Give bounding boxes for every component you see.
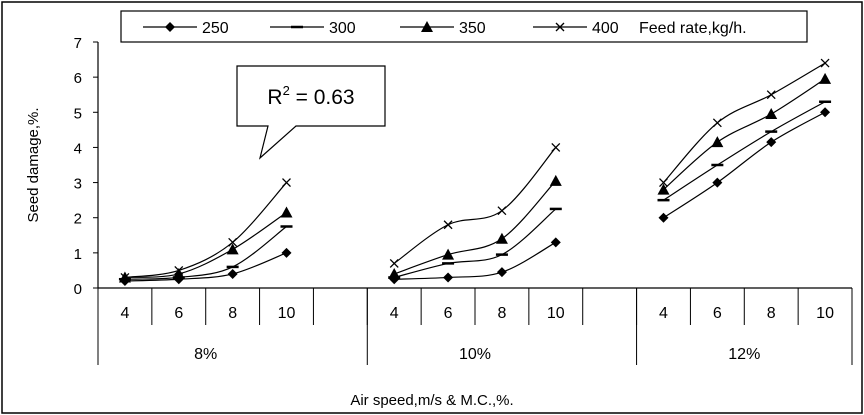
data-point	[443, 220, 453, 230]
x-category-label: 4	[390, 305, 399, 322]
y-tick-label: 7	[74, 35, 82, 52]
legend: 250 300 350 400 Feed rate,kg/h.	[120, 10, 808, 43]
y-tick-label: 6	[74, 70, 82, 87]
data-point	[819, 72, 832, 84]
legend-label: 250	[202, 20, 229, 37]
x-group-label: 8%	[194, 346, 217, 363]
series-line	[663, 78, 826, 191]
x-category-label: 6	[444, 305, 453, 322]
x-group-label: 10%	[459, 346, 491, 363]
r-squared-callout: R2 = 0.63	[236, 65, 386, 160]
x-group-label: 12%	[728, 346, 760, 363]
legend-item-350: 350	[400, 20, 486, 37]
data-point	[820, 107, 831, 118]
callout-bubble	[236, 65, 386, 160]
data-point	[497, 206, 507, 216]
series-400	[120, 58, 830, 282]
legend-item-400: 400	[533, 20, 619, 37]
y-tick-label: 0	[74, 281, 82, 298]
data-point	[280, 206, 293, 218]
data-point	[766, 137, 777, 148]
callout-text: R2 = 0.63	[267, 83, 354, 109]
x-axis-title: Air speed,m/s & M.C.,%.	[350, 392, 513, 409]
data-point	[657, 183, 670, 195]
series-line	[124, 252, 287, 282]
series-line	[394, 180, 557, 275]
y-tick-label: 2	[74, 211, 82, 228]
data-point	[282, 178, 291, 188]
series-line	[124, 211, 287, 279]
axes: 0 1 2 3 4 5 6 7 4 6 8 10 8% 4 6 8 10 10% 4 6 8 10 12% Air speed…	[25, 35, 853, 409]
legend-marker	[165, 22, 175, 32]
y-tick-label: 1	[74, 246, 82, 263]
x-category-label: 8	[228, 305, 237, 322]
x-category-label: 8	[497, 305, 506, 322]
legend-item-250: 250	[143, 20, 229, 37]
series-line	[663, 111, 826, 219]
x-category-label: 10	[816, 305, 834, 322]
legend-label: 350	[459, 20, 486, 37]
data-point	[765, 108, 778, 120]
x-category-label: 8	[767, 305, 776, 322]
x-category-label: 10	[278, 305, 296, 322]
legend-label: 300	[329, 20, 356, 37]
data-point	[550, 237, 561, 248]
series-line	[663, 101, 826, 201]
data-point	[389, 258, 399, 268]
data-point	[281, 247, 292, 258]
series-250	[119, 107, 831, 286]
legend-title: Feed rate,kg/h.	[639, 20, 747, 37]
data-point	[442, 248, 455, 260]
x-category-label: 4	[659, 305, 668, 322]
x-category-label: 6	[174, 305, 183, 322]
data-point	[226, 243, 239, 255]
legend-label: 400	[592, 20, 619, 37]
y-tick-label: 5	[74, 105, 82, 122]
series-line	[393, 147, 557, 264]
data-point	[388, 267, 401, 279]
series-line	[124, 182, 287, 279]
data-point	[495, 232, 508, 244]
data-point	[496, 267, 507, 278]
legend-box	[120, 10, 808, 43]
legend-marker	[421, 21, 433, 32]
data-point	[120, 272, 130, 282]
data-point	[174, 265, 184, 275]
data-point	[659, 178, 668, 188]
data-point	[172, 267, 185, 279]
data-point	[712, 118, 722, 128]
data-point	[443, 272, 454, 283]
legend-item-300: 300	[270, 20, 356, 37]
series-line	[663, 62, 826, 183]
data-point	[712, 177, 723, 188]
data-point	[551, 142, 561, 152]
series-line	[124, 226, 287, 280]
data-point	[228, 237, 238, 247]
data-point	[658, 212, 669, 223]
data-point	[549, 174, 562, 186]
y-tick-label: 3	[74, 176, 82, 193]
data-point	[820, 58, 830, 68]
y-axis-title: Seed damage,%.	[25, 107, 42, 222]
x-category-label: 4	[120, 305, 129, 322]
x-category-label: 6	[713, 305, 722, 322]
series-line	[394, 208, 557, 279]
legend-marker	[555, 22, 565, 32]
data-point	[711, 136, 724, 148]
x-category-label: 10	[547, 305, 565, 322]
data-point	[227, 268, 238, 279]
series-layer	[118, 58, 832, 286]
data-point	[766, 90, 776, 100]
y-tick-label: 4	[74, 140, 82, 157]
series-line	[394, 241, 557, 280]
